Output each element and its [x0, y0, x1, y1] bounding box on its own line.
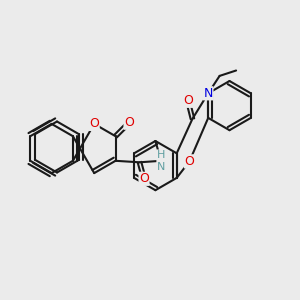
Text: O: O [124, 116, 134, 129]
Text: O: O [89, 117, 99, 130]
Text: N: N [203, 87, 213, 100]
Text: O: O [183, 94, 193, 107]
Text: O: O [184, 155, 194, 168]
Text: O: O [139, 172, 149, 185]
Text: H
N: H N [157, 150, 165, 172]
